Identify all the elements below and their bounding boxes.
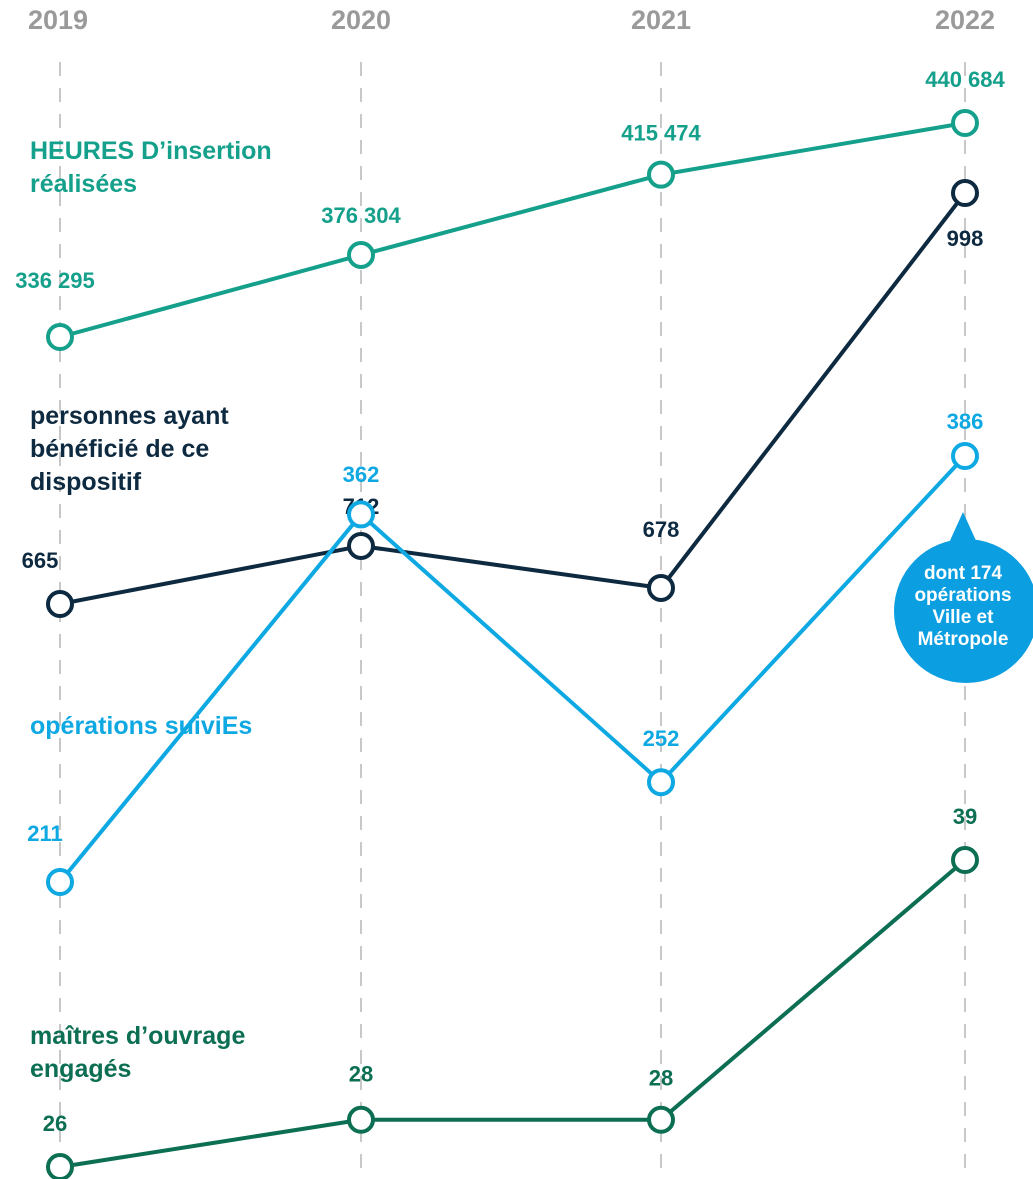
point [647,768,675,797]
series-line [58,454,967,884]
value-label: 415 474 [621,120,701,145]
value-label: 39 [953,804,977,829]
annotation: dont 174 opérations Ville et Métropole [914,563,1012,650]
point [951,846,979,874]
point [46,868,74,896]
point [46,323,74,351]
x-label: 2022 [935,5,995,35]
point [647,160,675,189]
value-label: 211 [27,821,63,846]
value-label: 386 [947,409,984,434]
point [347,531,375,560]
value-label: 28 [649,1066,673,1091]
value-label: 440 684 [925,67,1005,92]
point [46,590,74,618]
series-line [59,121,966,339]
series-name: opérations suiviEs [30,712,253,740]
point [347,1105,375,1134]
series-name: maîtres d’ouvrage engagés [30,1022,246,1083]
point [46,1153,74,1179]
value-label: 362 [343,462,380,487]
value-label: 678 [643,517,680,542]
x-label: 2021 [631,5,691,35]
series-line [59,191,967,606]
point [347,500,375,529]
bubble-pointer [948,512,978,545]
series-name: HEURES D’insertion réalisées [30,137,272,198]
value-label: 665 [22,548,59,573]
value-label: 336 295 [15,268,95,293]
bubble [894,539,1033,683]
x-label: 2019 [28,5,88,35]
series-name: personnes ayant bénéficié de ce disposit… [30,402,229,496]
point [951,109,979,137]
point [647,573,675,602]
value-label: 376 304 [321,203,401,228]
x-label: 2020 [331,5,391,35]
value-label: 252 [643,726,680,751]
point [347,240,375,269]
point [647,1105,675,1134]
point [951,442,979,470]
value-label: 28 [349,1062,373,1087]
series-line [59,858,967,1169]
value-label: 998 [947,226,984,251]
point [951,179,979,207]
value-label: 26 [43,1111,67,1136]
